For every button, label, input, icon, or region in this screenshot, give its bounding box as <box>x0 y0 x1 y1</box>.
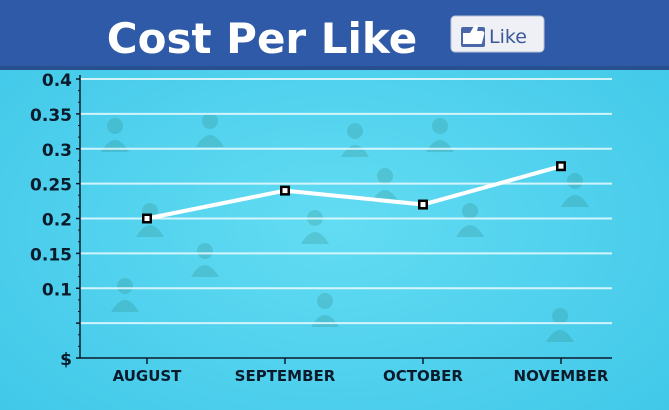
x-tick-label: NOVEMBER <box>514 367 609 385</box>
person-silhouette <box>546 308 574 342</box>
y-tick-label: 0.1 <box>42 280 72 300</box>
person-silhouette <box>561 173 589 207</box>
y-tick-label: 0.25 <box>30 176 72 196</box>
x-axis-ticks: AUGUST SEPTEMBER OCTOBER NOVEMBER <box>113 358 609 385</box>
y-tick-label: 0.15 <box>30 245 72 265</box>
y-tick-label: 0.4 <box>42 71 72 91</box>
axes <box>79 75 612 359</box>
series-line <box>146 164 562 221</box>
person-silhouette <box>191 243 219 277</box>
y-tick-label: 0.2 <box>42 211 72 231</box>
person-silhouette <box>196 113 224 147</box>
y-tick-label: 0.3 <box>42 141 72 161</box>
gridlines <box>80 78 612 325</box>
header-bar <box>0 0 669 70</box>
background-people-decoration <box>101 113 589 342</box>
thumbs-up-icon <box>461 24 485 47</box>
x-tick-label: SEPTEMBER <box>235 367 336 385</box>
y-tick-label: 0.35 <box>30 106 72 126</box>
data-point-marker-center <box>282 188 288 194</box>
chart-title: Cost Per Like <box>107 14 417 63</box>
like-button-label: Like <box>489 26 527 48</box>
person-silhouette <box>456 203 484 237</box>
x-tick-label: OCTOBER <box>383 367 463 385</box>
person-silhouette <box>111 278 139 312</box>
data-point-marker-center <box>558 163 564 169</box>
like-button[interactable]: Like <box>450 15 545 53</box>
data-point-marker-center <box>144 216 150 221</box>
y-tick-label: $ <box>60 350 72 370</box>
data-point-marker-center <box>420 202 426 208</box>
y-axis-ticks: $0.1 0.15 0.2 0.25 0.3 0.35 0.4 <box>30 71 80 370</box>
header-bottom-border <box>0 66 669 70</box>
series-line-group <box>142 161 566 224</box>
x-tick-label: AUGUST <box>113 367 183 385</box>
